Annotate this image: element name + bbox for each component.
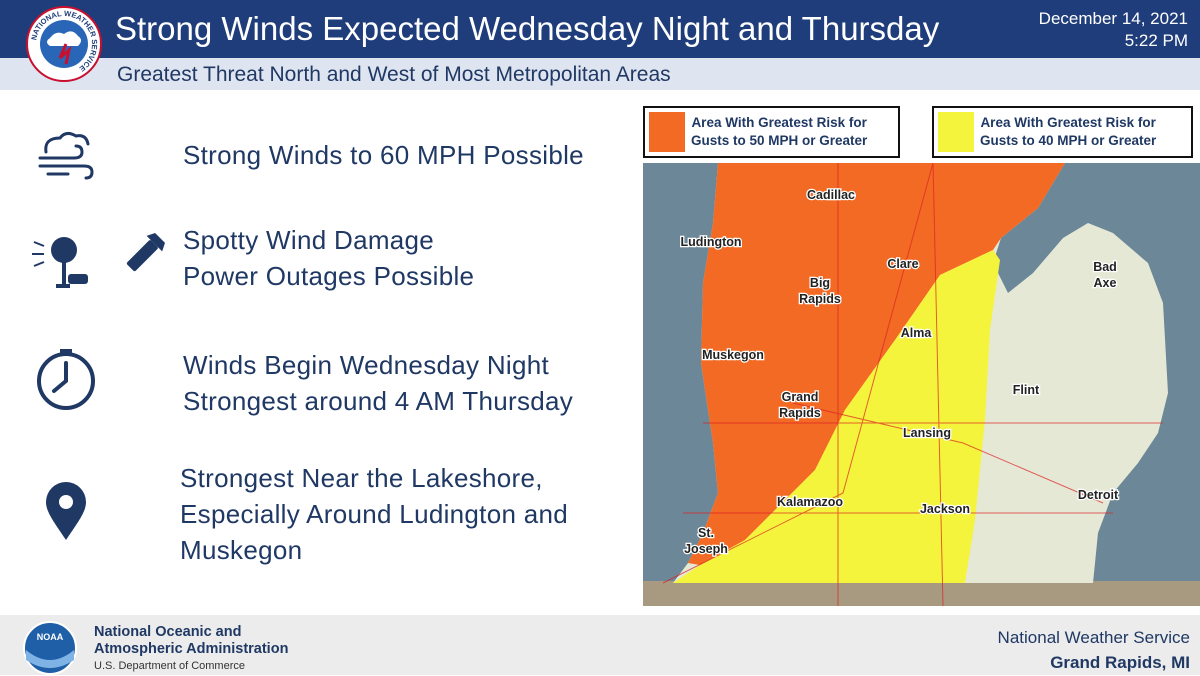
bullet: Winds Begin Wednesday Night Strongest aro… xyxy=(183,347,573,419)
city-label: Bad xyxy=(1093,260,1117,274)
subtitle: Greatest Threat North and West of Most M… xyxy=(117,63,671,86)
legend-item: Area With Greatest Risk for Gusts to 40 M… xyxy=(932,106,1193,158)
city-label: Lansing xyxy=(903,426,951,440)
city-label: Jackson xyxy=(920,502,970,516)
bullet-line: Strongest Near the Lakeshore, xyxy=(180,463,543,493)
legend-swatch xyxy=(938,112,974,152)
legend-text: Area With Greatest Risk for Gusts to 50 M… xyxy=(691,114,867,150)
office: National Weather Service Grand Rapids, MI xyxy=(998,625,1190,675)
city-label: Big xyxy=(810,276,830,290)
agency-line: National Oceanic and xyxy=(94,624,242,640)
bullet-line: Power Outages Possible xyxy=(183,261,475,291)
bullet-line: Winds Begin Wednesday Night xyxy=(183,350,550,380)
timestamp: December 14, 2021 5:22 PM xyxy=(1039,8,1188,52)
bullet: Strong Winds to 60 MPH Possible xyxy=(183,137,584,173)
office-line: National Weather Service xyxy=(997,628,1190,647)
legend-line: Gusts to 40 MPH or Greater xyxy=(980,133,1157,148)
city-label: Ludington xyxy=(680,235,741,249)
agency-line: Atmospheric Administration xyxy=(94,641,289,657)
city-label: Clare xyxy=(887,257,918,271)
header-bar xyxy=(0,0,1200,58)
legend-swatch xyxy=(649,112,685,152)
city-label: Joseph xyxy=(684,542,728,556)
risk-area-40 xyxy=(673,250,1000,583)
city-label: Rapids xyxy=(799,292,841,306)
agency: National Oceanic and Atmospheric Administ… xyxy=(94,624,288,675)
noaa-logo: NOAA xyxy=(23,621,77,675)
bullet-line: Strongest around 4 AM Thursday xyxy=(183,386,574,416)
damage-icons xyxy=(32,233,165,288)
bullet: Strongest Near the Lakeshore, Especially … xyxy=(180,460,568,568)
city-label: Kalamazoo xyxy=(777,495,843,509)
city-label: Grand xyxy=(782,390,819,404)
bullet-line: Muskegon xyxy=(180,535,303,565)
wind-icon xyxy=(38,131,94,180)
city-label: St. xyxy=(698,526,714,540)
clock-icon xyxy=(37,349,95,410)
footer xyxy=(0,615,1200,675)
subtitle-bar xyxy=(0,58,1200,90)
bullet-line: Strong Winds to 60 MPH Possible xyxy=(183,140,584,170)
legend-line: Area With Greatest Risk for xyxy=(691,115,867,130)
date: December 14, 2021 xyxy=(1038,9,1188,28)
city-label: Detroit xyxy=(1078,488,1119,502)
map: Cadillac Ludington Clare Bad Axe Big Rapids Alm… xyxy=(643,163,1200,606)
legend-item: Area With Greatest Risk for Gusts to 50 M… xyxy=(643,106,900,158)
time: 5:22 PM xyxy=(1124,31,1188,50)
city-label: Cadillac xyxy=(807,188,855,202)
department: U.S. Department of Commerce xyxy=(94,660,245,672)
bullet: Spotty Wind Damage Power Outages Possible xyxy=(183,222,474,294)
bullet-line: Especially Around Ludington and xyxy=(180,499,569,529)
city-label: Axe xyxy=(1094,276,1117,290)
city-label: Alma xyxy=(901,326,933,340)
title: Strong Winds Expected Wednesday Night an… xyxy=(115,10,940,47)
city-label: Muskegon xyxy=(702,348,764,362)
risk-area-50 xyxy=(688,163,1065,565)
noaa-logo-text: NOAA xyxy=(37,632,64,642)
city-label: Rapids xyxy=(779,406,821,420)
nws-logo: NATIONAL WEATHER SERVICE xyxy=(26,6,102,82)
legend-text: Area With Greatest Risk for Gusts to 40 M… xyxy=(980,114,1156,150)
city-label: Flint xyxy=(1013,383,1040,397)
legend-line: Area With Greatest Risk for xyxy=(980,115,1156,130)
legend-line: Gusts to 50 MPH or Greater xyxy=(691,133,868,148)
office-line: Grand Rapids, MI xyxy=(1050,653,1190,672)
southern-states xyxy=(643,581,1200,606)
roads xyxy=(662,163,1163,606)
pin-icon xyxy=(46,482,86,540)
bullet-line: Spotty Wind Damage xyxy=(183,225,435,255)
